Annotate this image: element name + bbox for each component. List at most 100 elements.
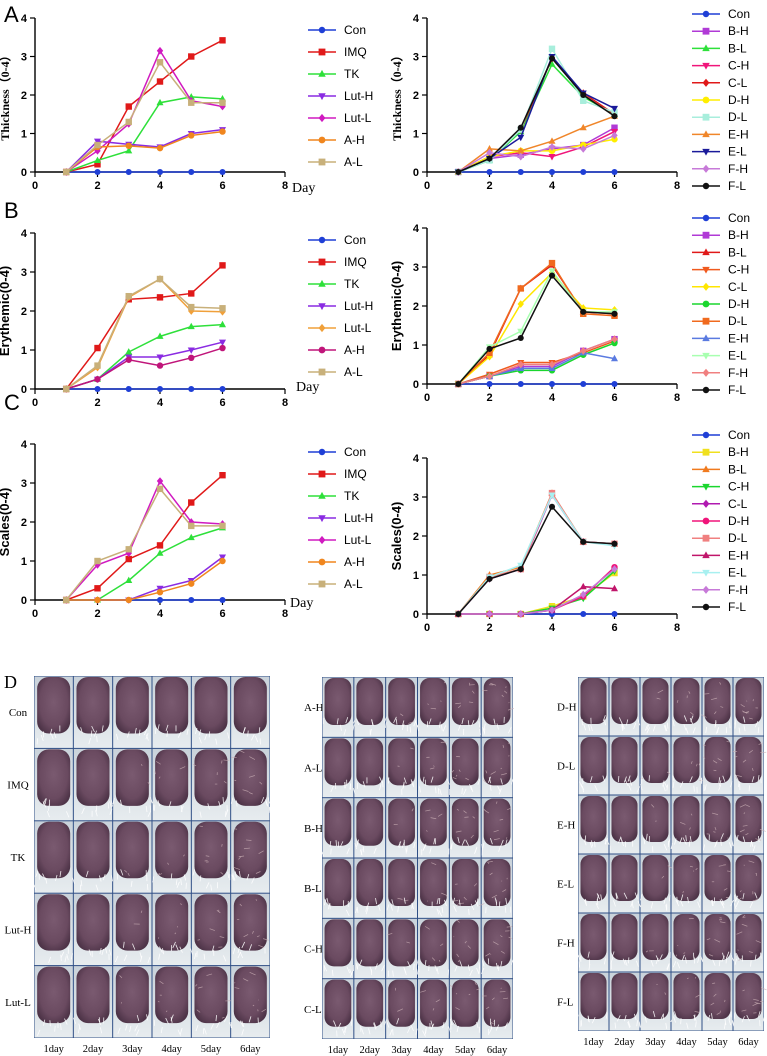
series-line xyxy=(457,57,615,173)
photo-column-label: 1day xyxy=(43,1044,64,1055)
data-point xyxy=(219,168,226,176)
data-point xyxy=(156,275,164,283)
legend-label: Lut-H xyxy=(344,89,373,103)
photo-grid-background xyxy=(322,677,513,1039)
data-point xyxy=(188,290,195,297)
data-point xyxy=(580,168,587,176)
data-point xyxy=(517,285,524,292)
legend-marker xyxy=(318,69,326,77)
legend-marker xyxy=(702,27,710,35)
photo-column-label: 3day xyxy=(645,1037,666,1048)
skin-photo xyxy=(73,748,113,821)
legend-marker xyxy=(702,448,710,456)
skin-photo xyxy=(189,893,231,966)
series-c-h xyxy=(454,568,619,618)
legend-marker xyxy=(702,266,710,274)
skin-photo xyxy=(34,748,73,821)
legend-marker xyxy=(702,300,710,308)
series-f-h xyxy=(455,565,618,618)
data-point xyxy=(219,37,226,44)
skin-photo xyxy=(731,795,766,854)
legend-label: C-L xyxy=(728,280,748,294)
skin-photo xyxy=(449,677,481,737)
legend-label: B-H xyxy=(728,445,749,459)
legend-label: TK xyxy=(344,67,359,81)
legend-marker xyxy=(318,113,326,123)
x-tick-label: 6 xyxy=(219,608,225,620)
data-point xyxy=(218,320,227,328)
skin-photo xyxy=(320,798,354,858)
data-point xyxy=(94,141,101,149)
series-tk xyxy=(62,320,227,392)
skin-photo xyxy=(34,676,73,748)
y-tick-label: 4 xyxy=(21,439,28,451)
photo-row-label: D-H xyxy=(557,702,577,714)
data-point xyxy=(94,376,101,383)
data-point xyxy=(579,123,587,131)
data-point xyxy=(219,596,226,604)
photo-column-label: 5day xyxy=(201,1044,222,1055)
data-point xyxy=(517,360,524,369)
y-tick-label: 2 xyxy=(21,306,27,318)
series-line xyxy=(65,474,223,601)
data-point xyxy=(517,328,525,336)
series-e-l xyxy=(454,492,619,618)
data-point xyxy=(517,168,524,176)
data-point xyxy=(486,610,493,618)
legend-label: Lut-L xyxy=(344,321,372,335)
legend-label: Lut-L xyxy=(344,533,372,547)
x-tick-label: 8 xyxy=(282,180,288,192)
x-tick-label: 8 xyxy=(282,608,288,620)
skin-photo xyxy=(113,966,152,1038)
legend-marker xyxy=(702,603,710,611)
series-line xyxy=(457,493,615,615)
data-point xyxy=(125,549,132,558)
data-point xyxy=(611,168,618,176)
legend-marker xyxy=(702,368,710,377)
data-point xyxy=(548,268,556,275)
skin-photo xyxy=(33,821,73,893)
data-point xyxy=(486,349,493,356)
series-line xyxy=(458,338,615,385)
legend: Con IMQ TK Lut-H Lut-L A-H A-L xyxy=(308,445,373,591)
skin-photo xyxy=(730,913,764,972)
data-point xyxy=(94,362,101,369)
data-point xyxy=(125,103,132,110)
series-line xyxy=(65,130,223,173)
data-point xyxy=(610,105,619,113)
skin-photo xyxy=(416,918,450,979)
data-point xyxy=(94,344,101,352)
series-a-l xyxy=(63,59,226,176)
skin-photo xyxy=(578,854,609,913)
photo-column-label: 3day xyxy=(122,1044,143,1055)
skin-photo xyxy=(702,795,733,854)
legend-marker xyxy=(702,386,710,394)
legend-label: E-L xyxy=(728,349,747,363)
data-point xyxy=(611,310,618,317)
skin-photo xyxy=(701,677,733,736)
data-point xyxy=(580,308,587,315)
y-tick-label: 0 xyxy=(21,167,27,179)
legend-label: E-H xyxy=(728,548,749,562)
skin-photo xyxy=(322,918,354,979)
series-tk xyxy=(62,524,227,603)
y-tick-label: 1 xyxy=(21,129,27,141)
legend-label: Con xyxy=(728,428,750,442)
y-tick-label: 0 xyxy=(21,384,27,396)
skin-photo xyxy=(191,676,231,748)
photo-row-label: Lut-H xyxy=(5,924,32,936)
x-axis-label: Day xyxy=(292,181,315,196)
y-tick-label: 3 xyxy=(413,262,419,274)
skin-photo xyxy=(702,854,734,913)
data-point xyxy=(125,348,133,355)
x-tick-label: 0 xyxy=(424,180,430,192)
series-line xyxy=(457,261,615,385)
series-line xyxy=(66,527,223,601)
series-line xyxy=(65,60,223,173)
data-point xyxy=(548,55,556,62)
data-point xyxy=(548,154,556,161)
skin-photo xyxy=(702,972,733,1031)
y-tick-label: 2 xyxy=(413,301,419,313)
data-point xyxy=(517,334,524,342)
y-tick-label: 4 xyxy=(413,13,420,25)
